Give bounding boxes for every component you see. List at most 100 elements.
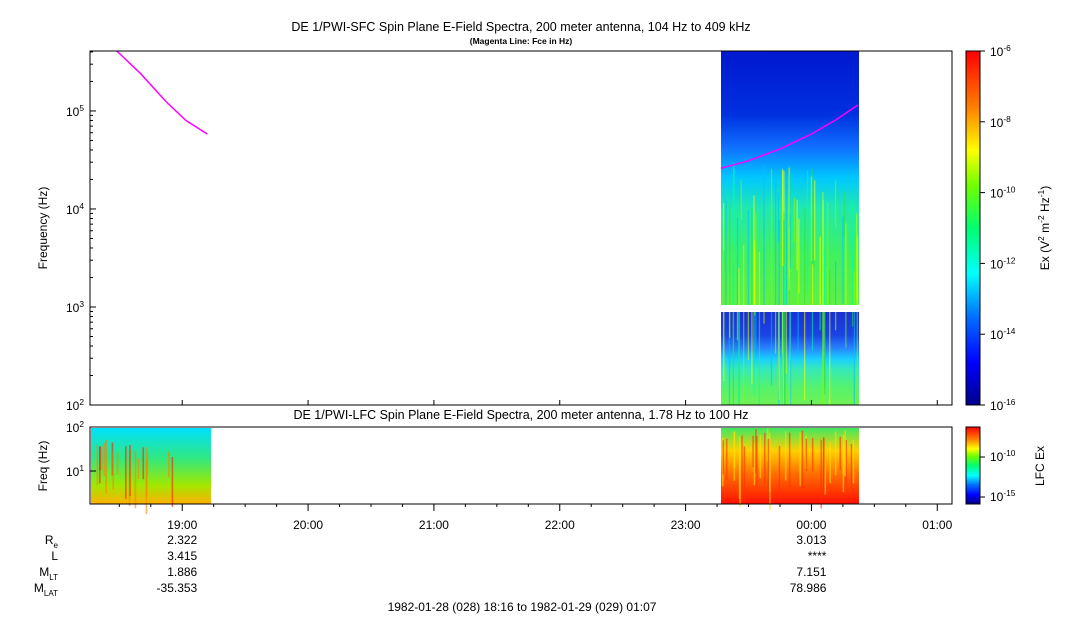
texture-streak	[754, 443, 756, 485]
texture-streak	[820, 237, 821, 305]
texture-streak	[138, 458, 140, 479]
x-tick-label: 20:00	[293, 518, 323, 532]
top-colorbar-gradient	[966, 51, 980, 405]
bottom-colorbar-tick-label: 10-10	[990, 448, 1016, 464]
top-colorbar-tick-label: 10-6	[990, 43, 1011, 59]
ephemeris-value-1900: -35.353	[157, 581, 198, 595]
texture-streak	[788, 168, 789, 279]
texture-streak	[857, 239, 858, 305]
texture-streak	[845, 312, 846, 348]
texture-streak	[799, 432, 801, 485]
texture-streak	[822, 201, 823, 305]
texture-streak	[842, 216, 843, 303]
top-y-tick-label: 102	[66, 397, 84, 413]
texture-streak	[726, 439, 728, 480]
top-colorbar-tick-label: 10-8	[990, 114, 1011, 130]
texture-streak	[790, 269, 791, 305]
ephemeris-value-0000: 7.151	[796, 565, 826, 579]
texture-streak	[853, 440, 855, 483]
ephemeris-label: MLAT	[34, 581, 58, 598]
texture-streak	[751, 207, 752, 305]
texture-streak	[804, 208, 805, 305]
texture-streak	[99, 447, 101, 470]
texture-streak	[823, 439, 825, 490]
texture-streak	[835, 180, 836, 227]
ephemeris-label: MLT	[39, 565, 58, 582]
x-tick-label: 19:00	[167, 518, 197, 532]
texture-streak	[112, 452, 114, 489]
texture-streak	[785, 431, 787, 480]
x-tick-label: 01:00	[922, 518, 952, 532]
texture-streak	[741, 436, 743, 503]
texture-streak	[797, 312, 798, 357]
texture-streak	[854, 271, 855, 305]
texture-streak	[835, 432, 837, 476]
texture-streak	[723, 440, 725, 474]
texture-streak	[101, 447, 103, 471]
texture-streak	[854, 312, 855, 405]
texture-streak	[779, 446, 781, 499]
texture-streak	[794, 198, 795, 242]
texture-streak	[775, 312, 776, 354]
texture-streak	[763, 312, 764, 324]
top-y-tick-label: 105	[66, 103, 84, 119]
texture-streak	[771, 312, 772, 385]
top-colorbar-tick-label: 10-16	[990, 397, 1016, 413]
texture-streak	[751, 312, 752, 384]
ephemeris-value-1900: 3.415	[167, 549, 197, 563]
bottom-colorbar-ticks: 10-10 10-15	[980, 448, 1016, 504]
top-y-axis-label: Frequency (Hz)	[36, 187, 50, 270]
texture-streak	[739, 436, 741, 499]
texture-streak	[822, 312, 823, 405]
bottom-panel-heatmap-left	[91, 428, 211, 504]
x-tick-label: 21:00	[419, 518, 449, 532]
texture-streak	[172, 457, 174, 507]
texture-streak	[97, 445, 99, 485]
texture-streak	[845, 223, 846, 305]
texture-streak	[743, 312, 744, 405]
ephemeris-value-1900: 1.886	[167, 565, 197, 579]
texture-streak	[733, 312, 734, 359]
texture-streak	[104, 443, 106, 476]
top-y-tick-label: 103	[66, 299, 84, 315]
texture-streak	[769, 448, 771, 511]
texture-streak	[852, 312, 853, 327]
bottom-y-axis-label: Freq (Hz)	[36, 441, 50, 492]
texture-streak	[784, 312, 785, 405]
bottom-colorbar-gradient	[966, 427, 980, 504]
texture-streak	[129, 445, 131, 496]
x-tick-label: 00:00	[796, 518, 826, 532]
texture-streak	[748, 210, 749, 305]
bottom-panel-title: DE 1/PWI-LFC Spin Plane E-Field Spectra,…	[293, 408, 748, 422]
texture-streak	[825, 446, 827, 494]
texture-streak	[802, 431, 804, 489]
texture-streak	[729, 204, 730, 305]
bottom-colorbar-tick-label: 10-15	[990, 488, 1016, 504]
texture-streak	[807, 170, 808, 291]
texture-streak	[725, 199, 726, 305]
texture-streak	[755, 429, 757, 473]
texture-streak	[820, 312, 821, 330]
texture-streak	[797, 238, 798, 305]
texture-streak	[820, 440, 822, 509]
texture-streak	[117, 452, 119, 475]
texture-streak	[790, 312, 791, 405]
texture-streak	[135, 451, 137, 509]
top-y-tick-label: 104	[66, 201, 84, 217]
texture-streak	[779, 312, 780, 400]
texture-streak	[812, 264, 813, 305]
texture-streak	[142, 447, 144, 479]
texture-streak	[741, 180, 742, 220]
texture-streak	[835, 261, 836, 305]
x-tick-label: 22:00	[545, 518, 575, 532]
texture-streak	[844, 192, 845, 237]
texture-streak	[723, 251, 724, 305]
texture-streak	[146, 447, 148, 497]
texture-streak	[806, 439, 808, 471]
texture-streak	[804, 312, 805, 400]
texture-streak	[753, 196, 754, 305]
fce-line-segment-0	[117, 51, 208, 134]
x-tick-label: 23:00	[671, 518, 701, 532]
ephemeris-value-0000: 3.013	[796, 533, 826, 547]
